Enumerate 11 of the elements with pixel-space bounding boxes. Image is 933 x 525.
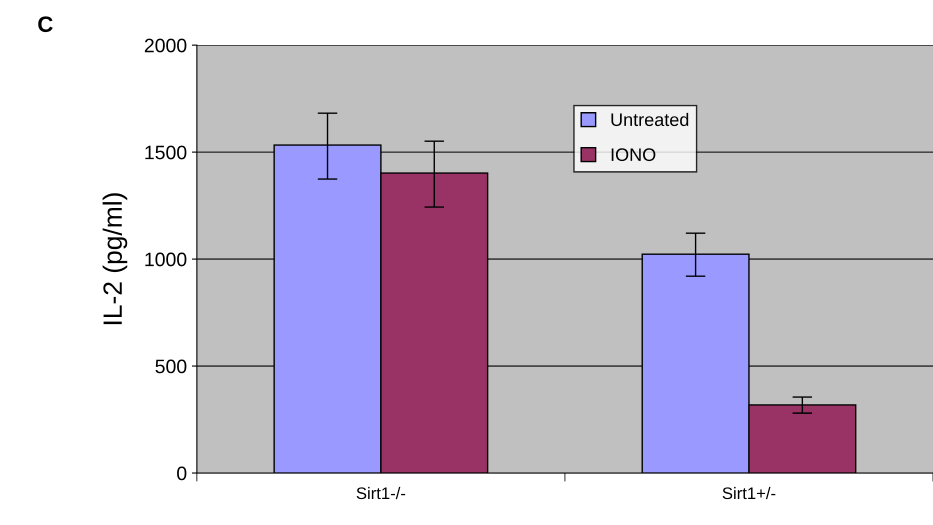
x-tick-label: Sirt1+/-: [722, 486, 776, 500]
x-tick-label: Sirt1-/-: [356, 486, 406, 500]
y-tick-label: 0: [177, 466, 186, 480]
text: C: [38, 16, 53, 32]
y-tick-label: 1500: [145, 146, 186, 160]
y-tick-label: 500: [155, 360, 186, 374]
legend-label: Untreated: [611, 112, 688, 126]
y-tick-label: 1000: [145, 252, 186, 266]
y-axis-title: IL-2 (pg/ml): [102, 193, 128, 324]
legend-label: IONO: [612, 148, 656, 162]
y-tick-label: 2000: [144, 38, 186, 52]
